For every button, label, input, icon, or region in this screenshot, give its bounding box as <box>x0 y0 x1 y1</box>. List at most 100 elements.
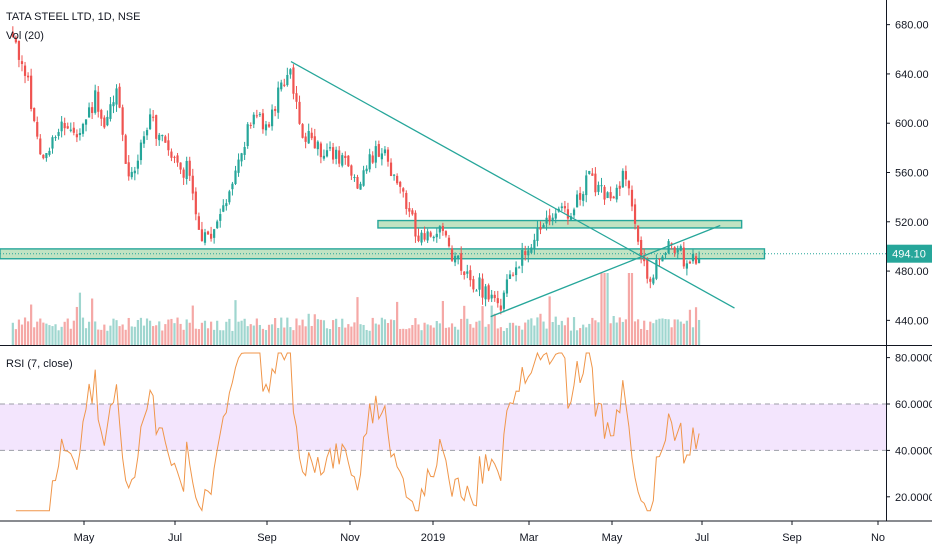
volume-bar <box>658 318 661 345</box>
volume-bar <box>396 301 399 345</box>
candle-body <box>521 249 524 266</box>
candle-body <box>356 176 359 189</box>
volume-bar <box>640 328 643 345</box>
candle-body <box>386 149 390 162</box>
support-zone-2[interactable] <box>377 219 743 229</box>
volume-bar <box>270 324 274 345</box>
volume-bar <box>368 330 371 345</box>
candle-body <box>374 146 377 163</box>
candle-body <box>130 171 133 178</box>
volume-bar <box>414 318 417 345</box>
volume-bar <box>81 317 85 345</box>
candle-body <box>408 208 411 212</box>
volume-bar <box>389 319 393 345</box>
volume-bar <box>301 319 304 345</box>
candle-body <box>213 229 216 238</box>
volume-bar <box>655 319 658 345</box>
candle-body <box>322 155 326 159</box>
volume-bar <box>17 319 21 345</box>
candle-body <box>234 170 237 184</box>
candle-body <box>118 86 121 108</box>
volume-bar <box>112 318 115 345</box>
volume-bar <box>621 321 624 345</box>
volume-bar <box>636 319 640 345</box>
candle-body <box>359 183 362 190</box>
candle-body <box>417 235 420 242</box>
trendline-1[interactable] <box>290 61 735 309</box>
volume-bar <box>313 314 316 345</box>
candle-body <box>569 216 573 220</box>
candle-body <box>640 239 643 257</box>
candle-body <box>72 127 75 133</box>
volume-bar <box>69 328 72 345</box>
candle-body <box>585 175 588 196</box>
candle-body <box>209 233 213 239</box>
symbol-legend[interactable]: TATA STEEL LTD, 1D, NSE <box>6 11 141 23</box>
candle-body <box>84 119 88 125</box>
candle-body <box>30 75 33 109</box>
rsi-legend[interactable]: RSI (7, close) <box>6 358 73 370</box>
volume-bar <box>411 324 414 345</box>
candle-body <box>566 209 570 219</box>
candle-body <box>460 253 463 271</box>
volume-bar <box>148 320 152 345</box>
volume-bar <box>533 325 536 345</box>
volume-bar <box>267 324 271 345</box>
trendline-2[interactable] <box>490 224 721 318</box>
volume-bar <box>341 318 344 345</box>
candle-body <box>389 162 393 176</box>
candle-body <box>487 285 490 300</box>
time-tick-label: Jul <box>695 532 709 544</box>
candle-body <box>682 247 685 267</box>
volume-bar <box>463 305 466 345</box>
volume-bar <box>203 320 207 345</box>
volume-bar <box>359 324 362 345</box>
candle-body <box>48 150 51 155</box>
candle-body <box>206 231 210 235</box>
candle-body <box>420 232 423 243</box>
volume-bar <box>60 326 63 345</box>
volume-bar <box>158 321 161 345</box>
volume-bar <box>682 323 685 345</box>
volume-bar <box>30 304 33 345</box>
volume-bar <box>539 313 542 345</box>
volume-bar <box>237 321 240 345</box>
support-zone-1[interactable] <box>0 248 766 260</box>
volume-bar <box>356 297 359 345</box>
candle-body <box>621 170 624 188</box>
candle-body <box>392 174 396 176</box>
volume-bar <box>505 328 509 345</box>
candle-body <box>511 274 515 276</box>
time-tick-label: Sep <box>782 532 802 544</box>
price-tick-label: 560.00 <box>895 168 929 180</box>
volume-bar <box>289 327 292 345</box>
volume-bar <box>42 322 45 345</box>
candle-body <box>307 130 310 144</box>
candle-body <box>347 155 350 167</box>
volume-bar <box>152 326 155 345</box>
candle-body <box>435 233 438 238</box>
candle-body <box>630 189 634 207</box>
volume-bar <box>673 319 676 345</box>
volume-bar <box>417 324 420 345</box>
volume-bar <box>469 324 472 345</box>
time-tick-label: Sep <box>257 532 277 544</box>
candle-body <box>350 165 353 176</box>
candle-body <box>11 32 14 38</box>
candle-body <box>270 109 274 127</box>
volume-bar <box>222 330 225 345</box>
volume-bar <box>377 324 380 345</box>
volume-bar <box>316 319 319 345</box>
candle-body <box>313 136 316 149</box>
volume-bar <box>130 326 133 345</box>
candle-body <box>261 113 265 130</box>
volume-bar <box>572 317 576 345</box>
volume-legend[interactable]: Vol (20) <box>6 30 44 42</box>
volume-bar <box>511 322 515 345</box>
candle-body <box>530 247 533 253</box>
candle-body <box>444 231 448 236</box>
candle-body <box>484 286 487 300</box>
volume-bar <box>161 330 164 345</box>
candle-body <box>274 108 277 111</box>
